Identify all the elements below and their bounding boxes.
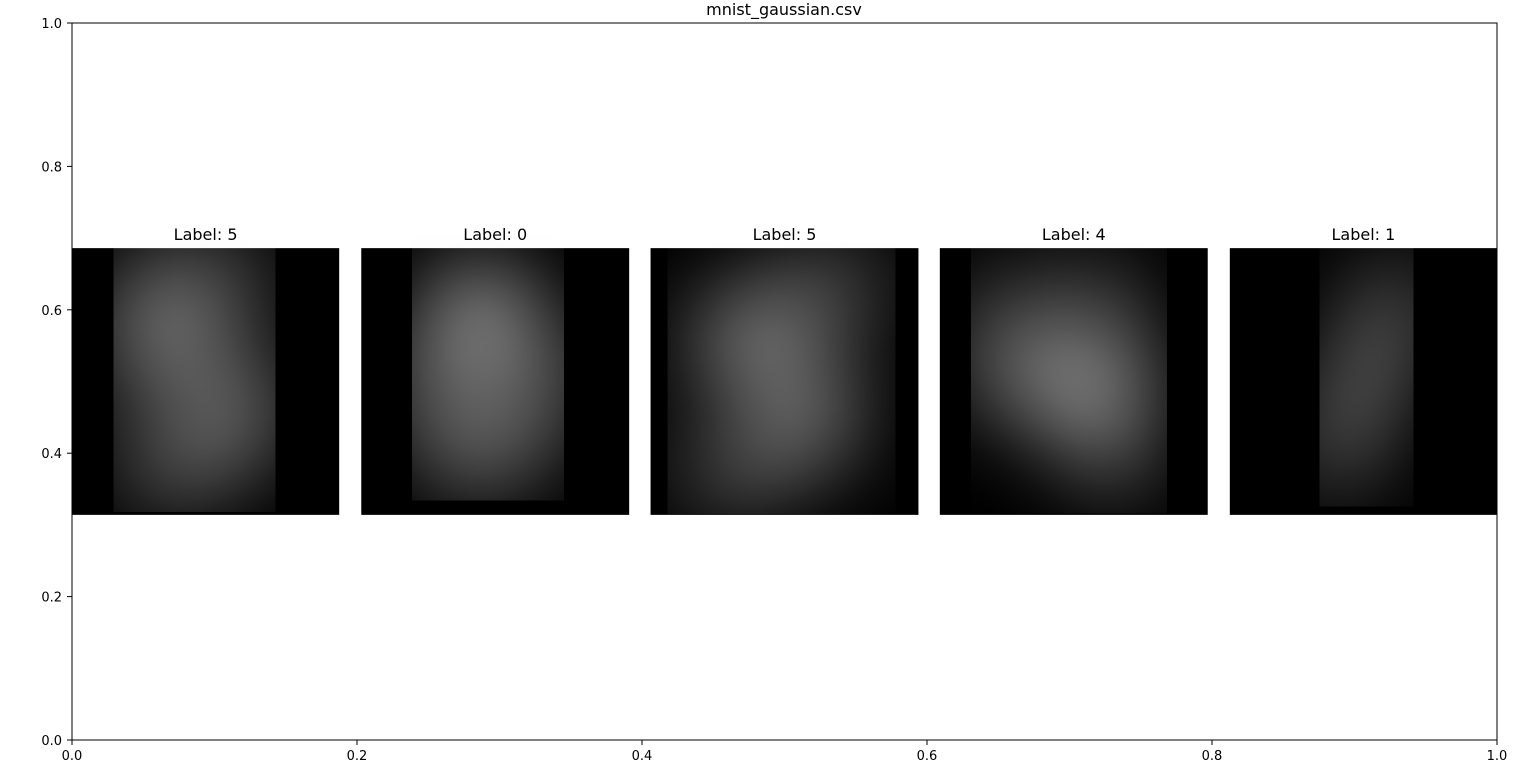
panel-label: Label: 5 bbox=[753, 225, 817, 244]
y-tick-label: 0.8 bbox=[41, 160, 62, 175]
y-tick-label: 0.2 bbox=[41, 591, 62, 606]
digit-stroke bbox=[121, 266, 268, 489]
y-tick-label: 1.0 bbox=[41, 17, 62, 32]
x-tick-label: 0.6 bbox=[917, 749, 938, 762]
x-tick-label: 0.2 bbox=[347, 749, 368, 762]
digit-panel: Label: 5 bbox=[72, 225, 340, 515]
x-axis: 0.0 0.2 0.4 0.6 0.8 1.0 bbox=[62, 740, 1508, 762]
digit-stroke bbox=[1079, 268, 1136, 491]
digit-stroke bbox=[713, 266, 879, 338]
digit-panel: Label: 5 bbox=[650, 225, 919, 515]
y-tick-label: 0.4 bbox=[41, 447, 62, 462]
x-tick-label: 0.4 bbox=[632, 749, 653, 762]
x-tick-label: 1.0 bbox=[1487, 749, 1508, 762]
y-axis: 0.0 0.2 0.4 0.6 0.8 1.0 bbox=[41, 17, 72, 749]
panel-label: Label: 0 bbox=[463, 225, 527, 244]
digit-stroke bbox=[144, 263, 264, 299]
panel-label: Label: 1 bbox=[1331, 225, 1395, 244]
digit-stroke bbox=[684, 307, 847, 491]
digit-stroke bbox=[983, 278, 1155, 409]
axes-frame bbox=[71, 22, 1498, 741]
image-panels: Label: 5 Label: 0 Label: 5 Label: 4 Label: 1 bbox=[72, 225, 1497, 515]
digit-panel: Label: 0 bbox=[361, 225, 630, 515]
x-tick-label: 0.0 bbox=[62, 749, 83, 762]
panel-label: Label: 5 bbox=[174, 225, 238, 244]
digit-panel: Label: 4 bbox=[939, 225, 1208, 515]
digit-stroke bbox=[418, 259, 558, 478]
chart-title: mnist_gaussian.csv bbox=[706, 0, 862, 20]
y-tick-label: 0.0 bbox=[41, 734, 62, 749]
digit-stroke bbox=[1317, 269, 1415, 485]
digit-panel: Label: 1 bbox=[1229, 225, 1497, 515]
panel-label: Label: 4 bbox=[1042, 225, 1106, 244]
x-tick-label: 0.8 bbox=[1202, 749, 1223, 762]
y-tick-label: 0.6 bbox=[41, 304, 62, 319]
